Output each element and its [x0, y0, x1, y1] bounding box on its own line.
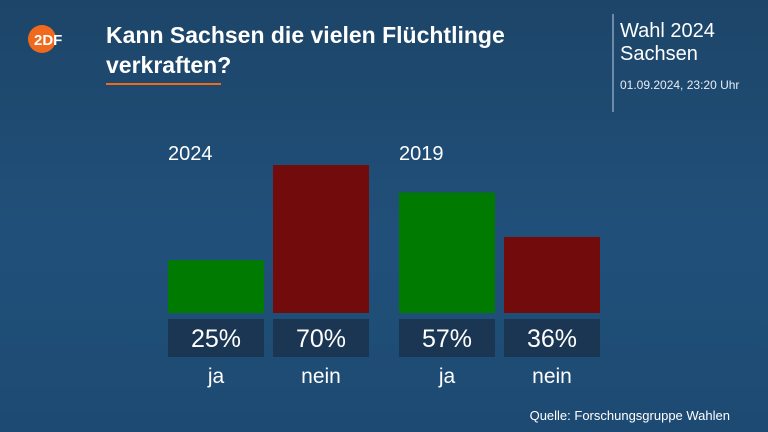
value-box-2024-ja — [168, 319, 264, 357]
bar-2024-nein — [273, 165, 369, 313]
election-info: Wahl 2024 Sachsen — [620, 20, 715, 66]
value-box-2019-nein — [504, 319, 600, 357]
category-label-2024-nein: nein — [301, 365, 341, 388]
zdf-logo-text: 2DF — [34, 32, 62, 49]
value-label-2024-nein: 70% — [296, 325, 346, 353]
value-box-2024-nein — [273, 319, 369, 357]
category-label-2019-ja: ja — [438, 365, 456, 388]
bar-2019-ja — [399, 192, 495, 313]
category-label-2019-nein: nein — [532, 365, 572, 388]
group-label-2024: 2024 — [168, 143, 213, 165]
title-underline — [106, 83, 221, 85]
value-label-2024-ja: 25% — [191, 325, 241, 353]
header-divider — [612, 14, 614, 112]
bar-2024-ja — [168, 260, 264, 313]
election-region: Sachsen — [620, 43, 698, 65]
source-note: Quelle: Forschungsgruppe Wahlen — [529, 408, 730, 423]
zdf-logo: 2DF — [28, 25, 62, 53]
value-label-2019-ja: 57% — [422, 325, 472, 353]
bar-2019-nein — [504, 236, 600, 313]
category-label-2024-ja: ja — [207, 365, 225, 388]
group-label-2019: 2019 — [399, 143, 444, 165]
page-title: Kann Sachsen die vielen Flüchtlinge verk… — [106, 22, 505, 78]
value-box-2019-ja — [399, 319, 495, 357]
value-label-2019-nein: 36% — [527, 325, 577, 353]
timestamp: 01.09.2024, 23:20 Uhr — [620, 78, 740, 92]
election-title: Wahl 2024 — [620, 20, 715, 42]
